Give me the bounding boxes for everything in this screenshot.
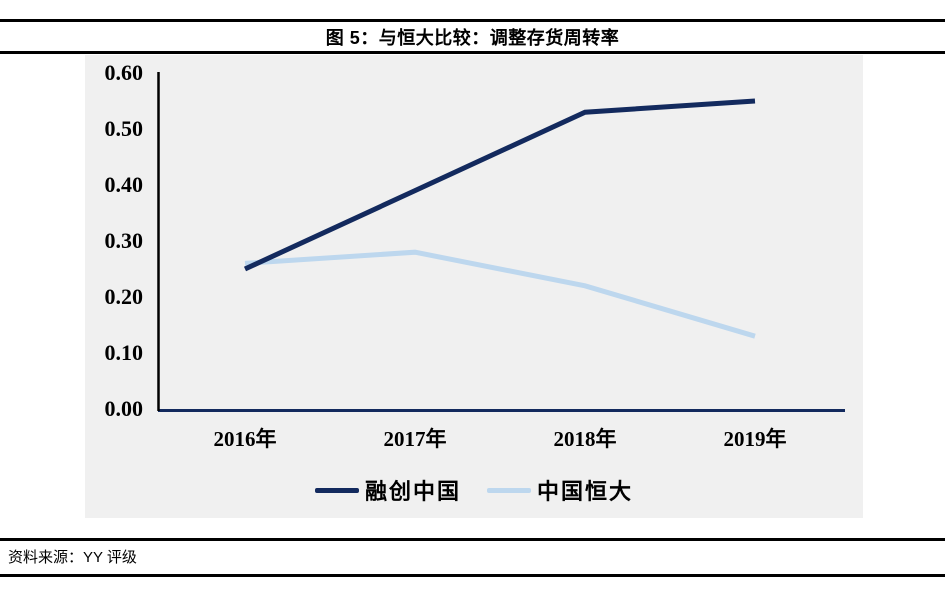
chart-plot <box>157 72 845 412</box>
x-tick-label: 2017年 <box>383 427 447 451</box>
top-divider <box>0 19 945 22</box>
legend-item-0: 融创中国 <box>314 474 461 506</box>
y-tick-label: 0.00 <box>104 396 144 421</box>
y-tick-label: 0.60 <box>104 60 144 85</box>
y-tick-label: 0.50 <box>104 116 144 141</box>
x-tick-label: 2016年 <box>213 427 277 451</box>
chart-panel: 0.00 0.10 0.20 0.30 0.40 0.50 0.60 2016年 2017年 20… <box>85 55 863 518</box>
legend-swatch-icon <box>314 487 359 493</box>
y-tick-label: 0.10 <box>104 340 144 365</box>
chart-legend: 融创中国 中国恒大 <box>85 474 863 506</box>
legend-item-1: 中国恒大 <box>487 474 633 506</box>
legend-label: 融创中国 <box>364 479 461 504</box>
source-divider-top <box>0 538 945 541</box>
legend-swatch-icon <box>487 487 531 493</box>
x-tick-label: 2018年 <box>553 427 617 451</box>
title-divider <box>0 51 945 54</box>
series-line-0 <box>243 98 756 272</box>
source-divider-bottom <box>0 574 945 577</box>
x-tick-label: 2019年 <box>723 427 787 451</box>
y-tick-label: 0.20 <box>104 284 144 309</box>
chart-title: 图 5：与恒大比较：调整存货周转率 <box>325 28 620 48</box>
series-line-1 <box>244 249 756 339</box>
y-tick-label: 0.30 <box>104 228 144 253</box>
source-label: 资料来源：YY 评级 <box>8 549 137 566</box>
legend-label: 中国恒大 <box>537 479 634 504</box>
y-tick-label: 0.40 <box>104 172 144 197</box>
